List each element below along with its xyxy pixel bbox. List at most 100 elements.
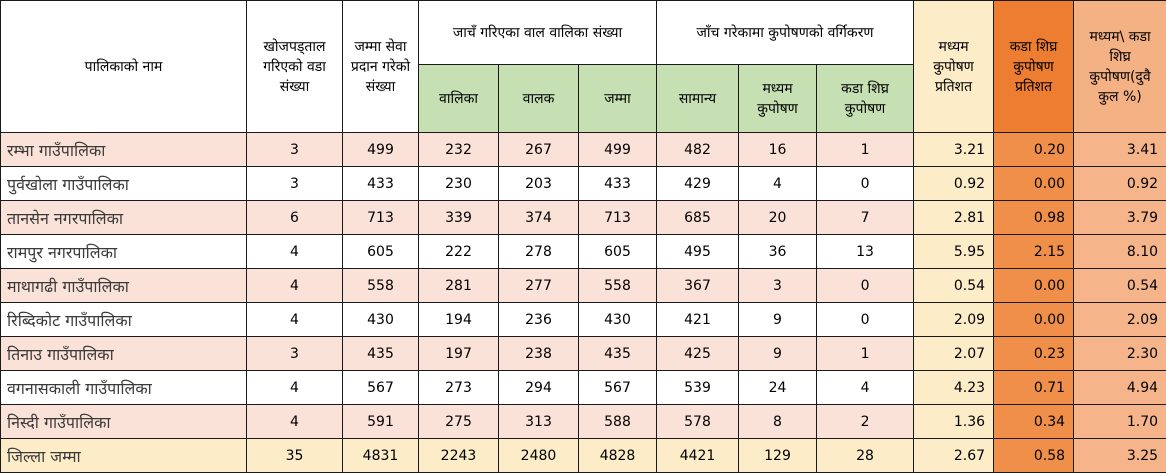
moderate-cell: 4 (739, 167, 817, 201)
severe-percent-cell: 0.58 (994, 439, 1074, 473)
severe-percent-cell: 0.34 (994, 405, 1074, 439)
total-served-cell: 713 (343, 201, 419, 235)
sum-cell: 430 (579, 303, 657, 337)
moderate-percent-cell: 2.81 (914, 201, 994, 235)
severe-percent-cell: 2.15 (994, 235, 1074, 269)
wards-cell: 4 (247, 405, 343, 439)
total-served-cell: 499 (343, 133, 419, 167)
combined-percent-cell: 0.92 (1074, 167, 1166, 201)
municipality-name: रिब्दिकोट गाउँपालिका (1, 303, 247, 337)
severe-cell: 13 (817, 235, 914, 269)
boys-cell: 203 (499, 167, 579, 201)
moderate-percent-cell: 0.54 (914, 269, 994, 303)
combined-percent-cell: 3.79 (1074, 201, 1166, 235)
normal-cell: 578 (657, 405, 739, 439)
total-served-cell: 4831 (343, 439, 419, 473)
boys-cell: 238 (499, 337, 579, 371)
district-total-label: जिल्ला जम्मा (1, 439, 247, 473)
normal-cell: 539 (657, 371, 739, 405)
header-municipality-name: पालिकाको नाम (1, 1, 247, 133)
total-served-cell: 558 (343, 269, 419, 303)
total-served-cell: 591 (343, 405, 419, 439)
wards-cell: 4 (247, 235, 343, 269)
combined-percent-cell: 2.30 (1074, 337, 1166, 371)
normal-cell: 421 (657, 303, 739, 337)
total-served-cell: 605 (343, 235, 419, 269)
moderate-percent-cell: 5.95 (914, 235, 994, 269)
municipality-name: तानसेन नगरपालिका (1, 201, 247, 235)
moderate-percent-cell: 2.67 (914, 439, 994, 473)
severe-cell: 4 (817, 371, 914, 405)
severe-cell: 28 (817, 439, 914, 473)
header-wards-count: खोजपड्ताल गरिएको वडा संख्या (247, 1, 343, 133)
combined-percent-cell: 4.94 (1074, 371, 1166, 405)
sum-cell: 433 (579, 167, 657, 201)
severe-percent-cell: 0.20 (994, 133, 1074, 167)
severe-percent-cell: 0.23 (994, 337, 1074, 371)
combined-percent-cell: 8.10 (1074, 235, 1166, 269)
moderate-percent-cell: 0.92 (914, 167, 994, 201)
moderate-percent-cell: 1.36 (914, 405, 994, 439)
moderate-percent-cell: 2.07 (914, 337, 994, 371)
table-row: निस्दी गाउँपालिका 4 591 275 313 588 578 … (1, 405, 1166, 439)
municipality-name: वगनासकाली गाउँपालिका (1, 371, 247, 405)
boys-cell: 294 (499, 371, 579, 405)
normal-cell: 482 (657, 133, 739, 167)
municipality-name: रामपुर नगरपालिका (1, 235, 247, 269)
sum-cell: 713 (579, 201, 657, 235)
table-row: रम्भा गाउँपालिका 3 499 232 267 499 482 1… (1, 133, 1166, 167)
header-moderate-percent: मध्यम कुपोषण प्रतिशत (914, 1, 994, 133)
girls-cell: 275 (419, 405, 499, 439)
combined-percent-cell: 1.70 (1074, 405, 1166, 439)
wards-cell: 3 (247, 133, 343, 167)
normal-cell: 685 (657, 201, 739, 235)
header-moderate: मध्यम कुपोषण (739, 65, 817, 133)
wards-cell: 6 (247, 201, 343, 235)
severe-percent-cell: 0.98 (994, 201, 1074, 235)
moderate-percent-cell: 4.23 (914, 371, 994, 405)
severe-cell: 0 (817, 269, 914, 303)
boys-cell: 277 (499, 269, 579, 303)
combined-percent-cell: 2.09 (1074, 303, 1166, 337)
girls-cell: 230 (419, 167, 499, 201)
girls-cell: 281 (419, 269, 499, 303)
header-total-served: जम्मा सेवा प्रदान गरेको संख्या (343, 1, 419, 133)
total-served-cell: 567 (343, 371, 419, 405)
header-girls: वालिका (419, 65, 499, 133)
boys-cell: 2480 (499, 439, 579, 473)
severe-cell: 1 (817, 133, 914, 167)
severe-cell: 1 (817, 337, 914, 371)
municipality-name: तिनाउ गाउँपालिका (1, 337, 247, 371)
boys-cell: 313 (499, 405, 579, 439)
table-row: तिनाउ गाउँपालिका 3 435 197 238 435 425 9… (1, 337, 1166, 371)
sum-cell: 4828 (579, 439, 657, 473)
girls-cell: 197 (419, 337, 499, 371)
header-boys: वालक (499, 65, 579, 133)
severe-percent-cell: 0.00 (994, 303, 1074, 337)
header-combined-percent: मध्यम\ कडा शिघ्र कुपोषण(दुवै कुल %) (1074, 1, 1166, 133)
header-severe-percent: कडा शिघ्र कुपोषण प्रतिशत (994, 1, 1074, 133)
wards-cell: 3 (247, 167, 343, 201)
table-row: वगनासकाली गाउँपालिका 4 567 273 294 567 5… (1, 371, 1166, 405)
header-severe: कडा शिघ्र कुपोषण (817, 65, 914, 133)
normal-cell: 425 (657, 337, 739, 371)
sum-cell: 567 (579, 371, 657, 405)
total-served-cell: 435 (343, 337, 419, 371)
normal-cell: 429 (657, 167, 739, 201)
moderate-cell: 9 (739, 337, 817, 371)
combined-percent-cell: 3.41 (1074, 133, 1166, 167)
wards-cell: 4 (247, 269, 343, 303)
total-served-cell: 430 (343, 303, 419, 337)
severe-percent-cell: 0.00 (994, 269, 1074, 303)
girls-cell: 222 (419, 235, 499, 269)
girls-cell: 194 (419, 303, 499, 337)
municipality-name: पुर्वखोला गाउँपालिका (1, 167, 247, 201)
sum-cell: 499 (579, 133, 657, 167)
severe-cell: 0 (817, 303, 914, 337)
normal-cell: 4421 (657, 439, 739, 473)
moderate-cell: 20 (739, 201, 817, 235)
moderate-cell: 24 (739, 371, 817, 405)
normal-cell: 367 (657, 269, 739, 303)
girls-cell: 339 (419, 201, 499, 235)
severe-percent-cell: 0.00 (994, 167, 1074, 201)
